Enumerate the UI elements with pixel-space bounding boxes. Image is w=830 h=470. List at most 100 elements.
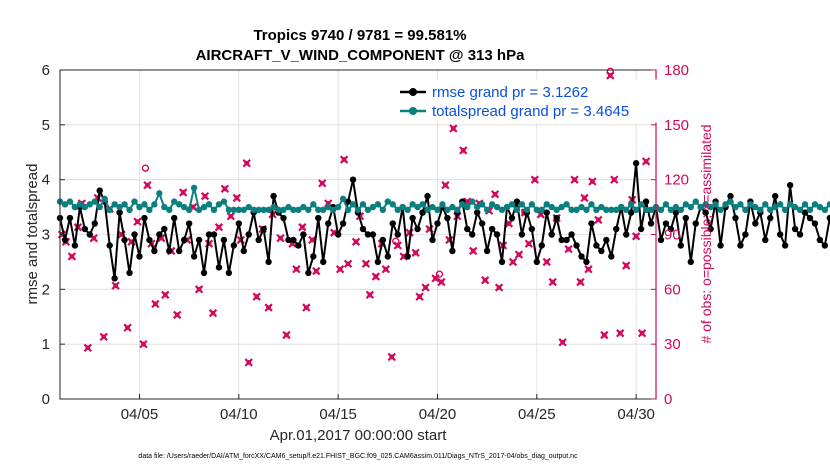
obs-assimilated-marker <box>594 215 603 225</box>
legend-spread-label: totalspread grand pr = 3.4645 <box>432 103 629 120</box>
totalspread-point <box>637 201 645 208</box>
rmse-point <box>548 231 555 238</box>
obs-assimilated-marker <box>570 175 579 184</box>
rmse-point <box>647 220 655 227</box>
obs-x-core <box>309 237 315 243</box>
obs-assimilated-marker <box>67 252 77 261</box>
obs-x-core <box>601 332 607 338</box>
totalspread-point <box>483 206 491 214</box>
rmse-point <box>295 242 302 249</box>
totalspread-point <box>399 203 406 211</box>
obs-x-core <box>526 241 532 247</box>
obs-x-core <box>135 219 140 225</box>
obs-assimilated-marker <box>318 179 327 188</box>
rmse-point <box>677 242 685 249</box>
rmse-point <box>588 220 595 227</box>
rmse-point <box>325 220 332 227</box>
totalspread-point <box>528 201 536 208</box>
rmse-point <box>280 214 287 222</box>
totalspread-point <box>305 206 312 214</box>
rmse-point <box>603 236 610 244</box>
totalspread-point <box>821 206 829 214</box>
rmse-point <box>359 225 367 233</box>
obs-x-core <box>470 248 476 254</box>
obs-x-core <box>294 266 299 272</box>
totalspread-point <box>553 206 560 214</box>
rmse-point <box>156 231 163 238</box>
obs-assimilated-marker <box>490 190 500 199</box>
obs-x-core <box>91 235 97 241</box>
rmse-point <box>752 220 759 227</box>
obs-x-core <box>433 275 438 281</box>
totalspread-point <box>379 206 387 214</box>
rmse-point <box>265 258 272 266</box>
rmse-point <box>369 231 377 238</box>
rmse-point <box>260 225 267 233</box>
obs-x-core <box>303 305 309 311</box>
obs-x-core <box>69 254 75 259</box>
totalspread-point <box>464 203 471 211</box>
totalspread-point <box>409 201 416 208</box>
totalspread-point <box>712 201 719 208</box>
obs-possible-marker <box>141 164 150 172</box>
totalspread-point <box>185 206 193 214</box>
totalspread-point <box>449 203 456 211</box>
obs-assimilated-marker <box>548 277 557 287</box>
obs-assimilated-marker <box>558 338 567 347</box>
obs-assimilated-marker <box>139 339 148 349</box>
totalspread-point <box>538 206 545 214</box>
rmse-point <box>434 220 441 227</box>
y-tick-label: 6 <box>42 62 50 79</box>
obs-x-core <box>216 224 222 230</box>
obs-assimilated-marker <box>302 303 311 312</box>
obs-x-core <box>413 250 419 256</box>
rmse-point <box>81 225 89 233</box>
totalspread-point <box>677 206 685 214</box>
totalspread-point <box>156 190 163 197</box>
totalspread-point <box>672 203 680 211</box>
obs-assimilated-marker <box>494 283 504 292</box>
y-tick-label: 4 <box>42 172 50 189</box>
rmse-point <box>776 231 784 238</box>
y-right-tick-label: 60 <box>664 281 681 298</box>
totalspread-point <box>81 203 89 211</box>
obs-x-core <box>266 305 271 311</box>
totalspread-point <box>250 206 257 214</box>
totalspread-point <box>687 203 694 211</box>
totalspread-point <box>141 201 148 208</box>
rmse-point <box>464 225 471 233</box>
rmse-point <box>593 242 600 249</box>
rmse-point <box>210 231 218 238</box>
rmse-point <box>121 236 128 244</box>
totalspread-point <box>419 201 426 208</box>
rmse-point <box>344 198 352 205</box>
legend-spread-marker <box>409 107 417 115</box>
obs-assimilated-marker <box>351 237 361 246</box>
obs-x-core <box>202 193 208 199</box>
totalspread-point <box>171 198 178 205</box>
rmse-point <box>180 236 188 244</box>
rmse-point <box>488 225 496 233</box>
rmse-point <box>533 258 540 266</box>
obs-assimilated-marker <box>339 155 349 164</box>
totalspread-point <box>439 201 446 208</box>
totalspread-point <box>558 203 565 211</box>
obs-x-core <box>337 266 343 272</box>
legend-box <box>394 79 658 123</box>
obs-x-core <box>492 191 498 197</box>
obs-x-core <box>353 239 359 245</box>
y-tick-label: 0 <box>42 391 50 408</box>
obs-possible-marker <box>606 67 615 76</box>
obs-x-core <box>145 182 150 188</box>
x-tick-label: 04/05 <box>121 406 159 423</box>
obs-x-core <box>572 177 577 183</box>
totalspread-point <box>91 198 98 205</box>
obs-assimilated-marker <box>143 180 152 190</box>
totalspread-point <box>101 195 108 203</box>
totalspread-point <box>657 206 665 214</box>
totalspread-point <box>61 201 69 208</box>
obs-x-core <box>113 283 119 289</box>
totalspread-point <box>667 206 675 214</box>
totalspread-point <box>801 201 809 208</box>
rmse-point <box>737 242 744 249</box>
